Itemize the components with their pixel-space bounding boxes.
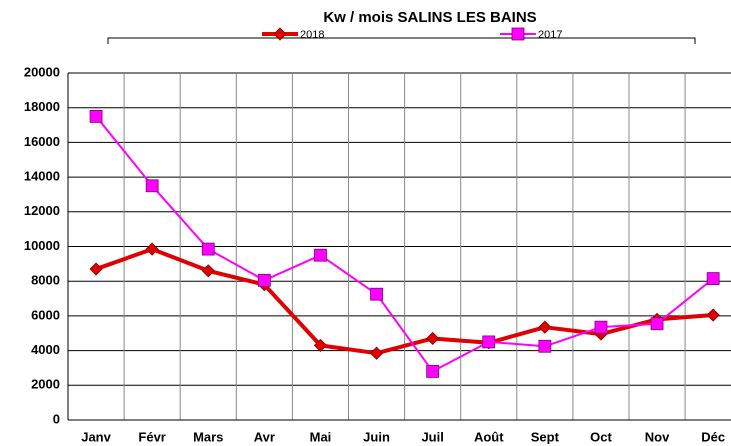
- x-tick-label: Juil: [421, 429, 443, 444]
- x-tick-label: Mars: [193, 429, 223, 444]
- y-tick-label: 6000: [31, 307, 60, 322]
- x-tick-label: Déc: [701, 429, 725, 444]
- point: [369, 346, 384, 360]
- x-tick-label: Mai: [310, 429, 332, 444]
- y-tick-label: 20000: [24, 64, 60, 79]
- y-tick-label: 16000: [24, 134, 60, 149]
- point: [538, 339, 552, 353]
- point: [89, 262, 103, 276]
- point: [426, 365, 440, 378]
- legend-marker: [511, 27, 525, 41]
- point: [706, 308, 720, 322]
- y-tick-label: 14000: [24, 169, 60, 184]
- series-line: [95, 247, 714, 356]
- x-tick-label: Nov: [645, 429, 670, 444]
- x-tick-label: Août: [474, 429, 504, 444]
- point: [650, 317, 664, 331]
- x-tick-label: Janv: [81, 429, 111, 444]
- point: [370, 287, 383, 301]
- x-tick-label: Févr: [138, 429, 165, 444]
- y-tick-label: 2000: [31, 377, 60, 392]
- legend-marker: [273, 27, 287, 41]
- y-tick-label: 8000: [31, 273, 60, 288]
- point: [706, 272, 720, 285]
- chart-title: Kw / mois SALINS LES BAINS: [323, 9, 536, 26]
- x-tick-label: Oct: [590, 429, 612, 444]
- point: [145, 179, 159, 193]
- y-tick-label: 12000: [24, 203, 60, 218]
- point: [482, 335, 496, 349]
- point: [257, 273, 271, 287]
- x-tick-label: Juin: [363, 429, 390, 444]
- point: [313, 338, 328, 352]
- point: [538, 320, 552, 334]
- y-tick-label: 18000: [24, 99, 60, 114]
- point: [201, 242, 215, 256]
- legend-label: 2018: [300, 29, 324, 41]
- x-tick-label: Avr: [254, 429, 275, 444]
- point: [594, 320, 608, 334]
- point: [89, 109, 103, 123]
- y-tick-label: 4000: [31, 342, 60, 357]
- y-tick-label: 10000: [24, 238, 60, 253]
- x-tick-label: Sept: [531, 429, 560, 444]
- point: [314, 248, 327, 262]
- point: [201, 264, 215, 278]
- legend-frame: [107, 37, 696, 44]
- point: [426, 331, 440, 346]
- legend-label: 2017: [538, 29, 562, 41]
- y-tick-label: 0: [53, 411, 60, 426]
- series-line: [95, 115, 714, 373]
- point: [145, 242, 159, 256]
